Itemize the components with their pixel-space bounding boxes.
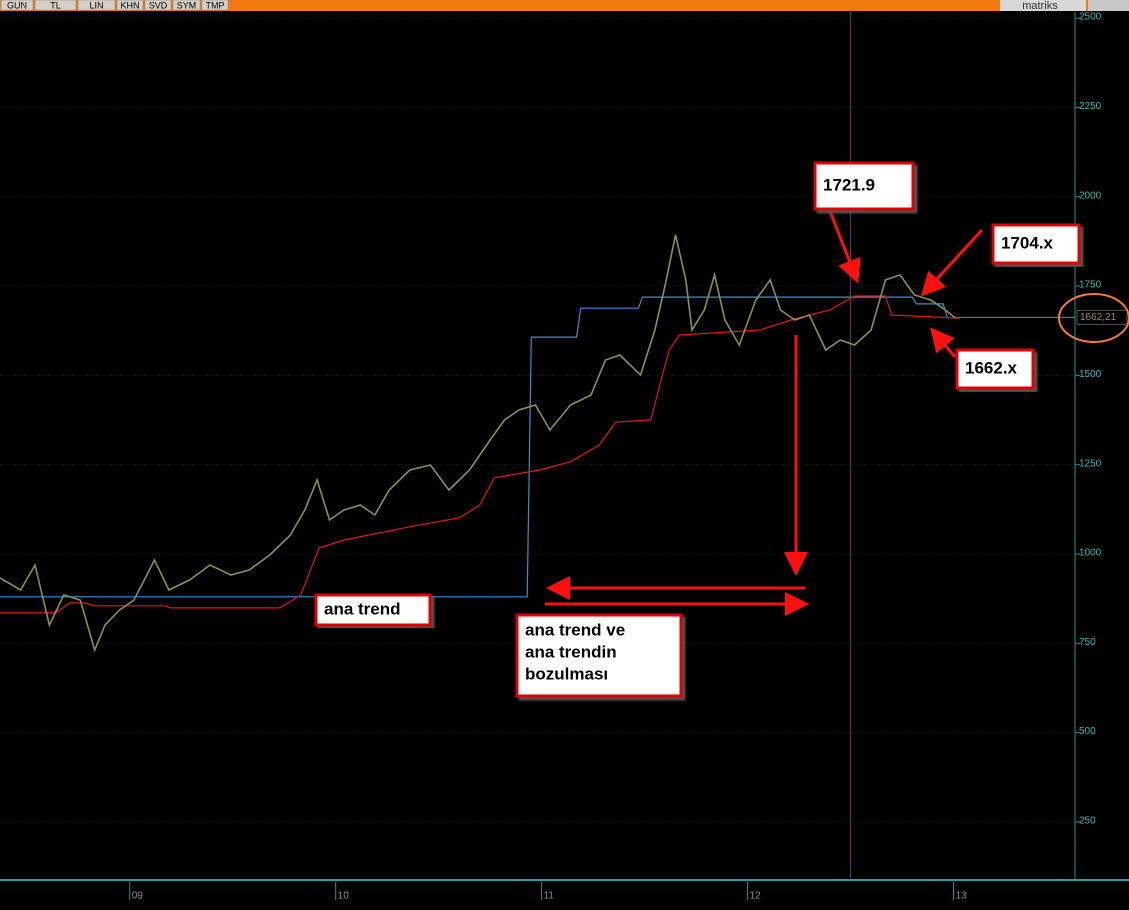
x-tick-label: 10: [338, 891, 350, 902]
brand-box: [1000, 0, 1086, 11]
y-tick-label: 2000: [1079, 190, 1102, 201]
annotation-text: 1721.9: [823, 175, 875, 194]
annotation-box: [314, 593, 432, 627]
annotation-text: ana trend: [324, 599, 401, 618]
arrow: [823, 197, 861, 284]
annotation-box: [991, 223, 1081, 265]
arrows: [545, 197, 984, 616]
window-buttons[interactable]: [1088, 0, 1129, 11]
annotation-text: 1704.x: [1001, 233, 1054, 252]
annotation-text: ana trendin: [525, 642, 617, 661]
annotation-layer: 1721.9 1704.x 1662.x ana trend ana trend ve a…: [314, 161, 1129, 698]
toolbar-label: TMP: [206, 0, 225, 10]
y-tick-label: 250: [1079, 816, 1096, 827]
y-tick-label: 2250: [1079, 101, 1102, 112]
arrow: [930, 327, 957, 358]
y-tick-label: 2500: [1079, 12, 1102, 23]
x-tick-label: 11: [544, 891, 555, 902]
x-tick-label: 09: [132, 891, 144, 902]
toolbar-button[interactable]: [0, 0, 34, 11]
toolbar-button[interactable]: [116, 0, 144, 11]
brand: matriks: [1022, 0, 1058, 12]
toolbar-label: LIN: [89, 0, 103, 10]
annotation-box: [813, 161, 915, 211]
annotation-text: ana trend ve: [525, 620, 625, 639]
toolbar-bg: [0, 0, 1129, 11]
toolbar-button[interactable]: [34, 0, 77, 11]
y-tick-label: 1250: [1079, 458, 1102, 469]
series-line: [0, 296, 948, 598]
toolbar: matriks GUN TL LIN KHN SVD SYM TMP: [0, 0, 1129, 12]
toolbar-button[interactable]: [144, 0, 172, 11]
y-tick-label: 500: [1079, 726, 1096, 737]
last-value-box: [1076, 309, 1128, 325]
toolbar-label: KHN: [120, 0, 139, 10]
x-tick-label: 13: [955, 891, 967, 902]
toolbar-button[interactable]: [77, 0, 116, 11]
arrow: [920, 228, 984, 297]
y-tick-label: 1000: [1079, 548, 1102, 559]
annotation-text: 1662.x: [965, 358, 1018, 377]
toolbar-label: TL: [50, 0, 61, 10]
toolbar-label: GUN: [7, 0, 27, 10]
annotation-box: [955, 348, 1035, 390]
toolbar-button[interactable]: [201, 0, 229, 11]
highlight-ellipse: [1058, 293, 1129, 343]
y-tick-label: 1500: [1079, 369, 1102, 380]
toolbar-button[interactable]: [172, 0, 201, 11]
toolbar-label: SVD: [149, 0, 168, 10]
y-tick-label: 1750: [1079, 280, 1102, 291]
annotation-box: [515, 613, 683, 698]
toolbar-label: SYM: [177, 0, 197, 10]
last-value-label: 1662,21: [1080, 312, 1117, 323]
series-line: [0, 234, 957, 653]
y-tick-label: 750: [1079, 637, 1096, 648]
y-axis-area: [1075, 12, 1129, 880]
annotation-text: bozulması: [525, 664, 608, 683]
x-tick-label: 12: [750, 891, 762, 902]
